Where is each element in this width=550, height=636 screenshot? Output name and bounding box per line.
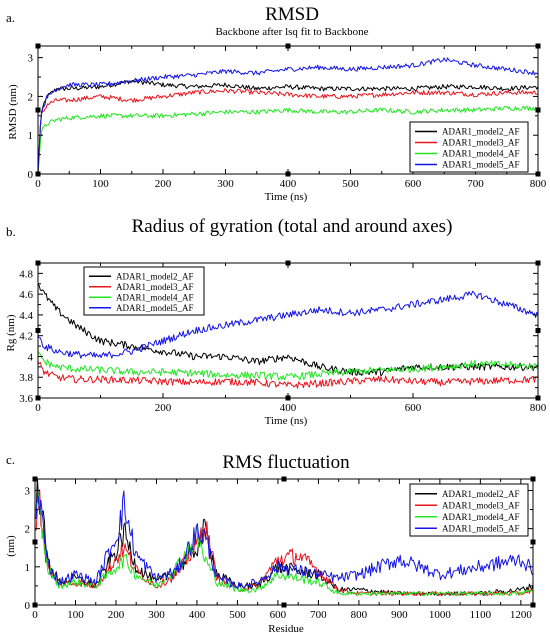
series-line-ADAR1_model4_AF	[35, 494, 533, 597]
legend-label: ADAR1_model2_AF	[442, 127, 520, 137]
legend-label: ADAR1_model4_AF	[442, 512, 520, 522]
x-tick-label: 500	[229, 609, 246, 621]
x-tick-label: 400	[280, 178, 297, 190]
series-line-ADAR1_model4_AF	[38, 105, 538, 174]
x-tick-label: 900	[391, 609, 408, 621]
x-tick-label: 100	[67, 609, 84, 621]
x-tick-label: 400	[189, 609, 206, 621]
frame-handle	[535, 107, 541, 113]
legend-label: ADAR1_model5_AF	[116, 303, 194, 313]
frame-handle	[530, 539, 536, 545]
legend-box	[409, 483, 529, 537]
y-tick-label: 3	[25, 485, 31, 497]
legend-label: ADAR1_model2_AF	[116, 271, 194, 281]
frame-handle	[281, 476, 287, 482]
y-axis-label: (nm)	[5, 535, 17, 557]
chart-title: RMSD	[265, 4, 319, 25]
radius-of-gyration-panel: b. Radius of gyration (total and around …	[5, 216, 547, 427]
y-tick-label: 2	[28, 91, 34, 103]
x-tick-label: 700	[310, 609, 327, 621]
x-tick-label: 1000	[429, 609, 452, 621]
y-axis-label: Rg (nm)	[5, 314, 17, 351]
x-axis-label: Time (ns)	[265, 415, 308, 427]
y-tick-label: 4.2	[19, 331, 33, 343]
chart-subtitle: Backbone after lsq fit to Backbone	[215, 26, 368, 38]
y-tick-label: 4.6	[19, 289, 33, 301]
x-tick-label: 700	[467, 178, 484, 190]
legend-label: ADAR1_model3_AF	[442, 138, 520, 148]
y-tick-label: 4.4	[19, 310, 33, 322]
chart-title: Radius of gyration (total and around axe…	[132, 216, 453, 237]
frame-handle	[35, 328, 41, 333]
x-tick-label: 200	[108, 609, 125, 621]
x-tick-label: 0	[35, 402, 41, 414]
frame-handle	[530, 476, 536, 482]
x-tick-label: 400	[280, 402, 297, 414]
y-tick-label: 1	[25, 562, 31, 574]
series-line-ADAR1_model3_AF	[38, 361, 538, 389]
x-tick-label: 0	[35, 178, 41, 190]
legend-label: ADAR1_model3_AF	[442, 500, 520, 510]
x-axis-label: Time (ns)	[265, 191, 308, 203]
frame-handle	[32, 539, 38, 545]
rms-fluctuation-panel: c. RMS fluctuation Residue (nm) 0 100 200 3…	[5, 452, 536, 635]
x-tick-label: 800	[351, 609, 368, 621]
frame-handle	[35, 107, 41, 113]
plot-area	[38, 283, 538, 389]
panel-letter: c.	[6, 452, 15, 467]
legend-label: ADAR1_model4_AF	[116, 292, 194, 302]
y-tick-label: 3.8	[19, 372, 33, 384]
legend-label: ADAR1_model3_AF	[116, 282, 194, 292]
series-line-ADAR1_model3_AF	[38, 88, 538, 174]
series-line-ADAR1_model5_AF	[38, 57, 538, 174]
legend-label: ADAR1_model5_AF	[442, 523, 520, 533]
x-tick-label: 200	[155, 402, 172, 414]
x-tick-label: 800	[530, 402, 547, 414]
y-tick-label: 4	[28, 351, 34, 363]
frame-handle	[535, 328, 541, 333]
x-tick-label: 300	[217, 178, 234, 190]
rmsd-panel: a. RMSD Backbone after lsq fit to Backbo…	[6, 4, 547, 203]
legend-label: ADAR1_model4_AF	[442, 149, 520, 159]
plot-area	[38, 57, 538, 174]
x-tick-label: 1200	[510, 609, 533, 621]
series-line-ADAR1_model2_AF	[35, 479, 533, 597]
y-axis-label: RMSD (nm)	[7, 84, 19, 140]
x-tick-label: 600	[270, 609, 287, 621]
frame-handle	[281, 602, 287, 608]
plot-area	[35, 479, 533, 597]
panel-letter: a.	[6, 10, 15, 25]
x-tick-label: 300	[148, 609, 165, 621]
x-tick-label: 0	[32, 609, 38, 621]
series-line-ADAR1_model4_AF	[38, 351, 538, 381]
y-tick-label: 0	[28, 169, 34, 181]
x-tick-label: 200	[155, 178, 172, 190]
x-tick-label: 600	[405, 402, 422, 414]
x-tick-label: 1100	[470, 609, 492, 621]
series-line-ADAR1_model3_AF	[35, 489, 533, 597]
series-line-ADAR1_model2_AF	[38, 78, 538, 174]
legend-box	[409, 121, 529, 173]
y-tick-label: 2	[25, 524, 31, 536]
chart-title: RMS fluctuation	[222, 452, 350, 473]
x-axis-label: Residue	[268, 623, 304, 635]
x-tick-label: 600	[405, 178, 422, 190]
legend: ADAR1_model2_AFADAR1_model3_AFADAR1_mode…	[83, 266, 205, 316]
y-tick-label: 3	[28, 53, 34, 65]
x-tick-label: 800	[530, 178, 547, 190]
legend: ADAR1_model2_AFADAR1_model3_AFADAR1_mode…	[409, 121, 529, 173]
legend-label: ADAR1_model5_AF	[442, 160, 520, 170]
series-line-ADAR1_model5_AF	[38, 290, 538, 359]
x-tick-label: 100	[92, 178, 109, 190]
x-tick-label: 500	[342, 178, 359, 190]
y-tick-label: 3.6	[19, 393, 33, 405]
panel-letter: b.	[6, 224, 16, 239]
y-tick-label: 4.8	[19, 268, 33, 280]
legend-label: ADAR1_model2_AF	[442, 489, 520, 499]
y-tick-label: 1	[28, 130, 34, 142]
y-tick-label: 0	[25, 600, 31, 612]
series-line-ADAR1_model5_AF	[35, 490, 533, 590]
